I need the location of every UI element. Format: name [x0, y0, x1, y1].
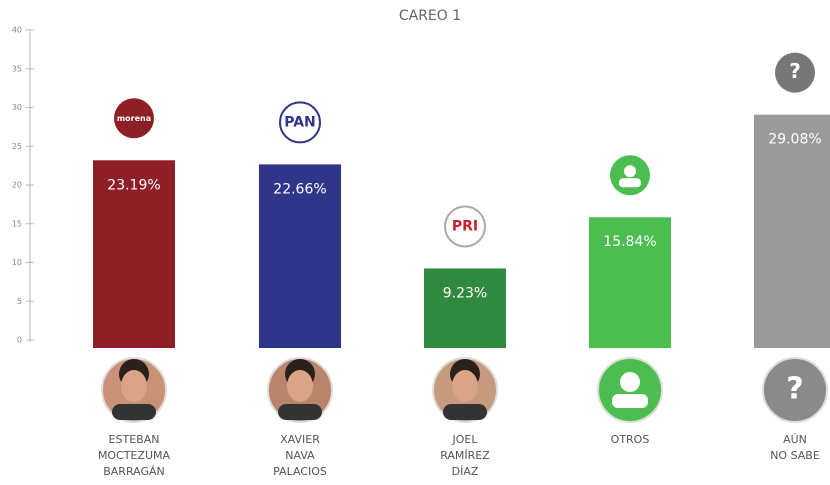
x-tick-label: AÚN [783, 433, 807, 446]
photo-face [452, 370, 478, 402]
value-label: 29.08% [768, 132, 821, 148]
x-tick-label: MOCTEZUMA [98, 449, 171, 462]
party-logo-text: PAN [284, 114, 316, 130]
party-logo [114, 98, 154, 139]
value-label: 9.23% [443, 285, 487, 301]
photo-face [287, 370, 313, 402]
x-tick-label: JOEL [452, 433, 479, 446]
party-logo-text: PRI [452, 218, 478, 234]
x-tick-label: RAMÍREZ [440, 449, 490, 462]
value-label: 22.66% [273, 181, 326, 197]
photo-suit [278, 404, 322, 420]
bar [259, 164, 341, 348]
party-logo-text: morena [117, 114, 151, 123]
y-tick-label: 35 [12, 64, 22, 73]
x-tick-label: OTROS [611, 433, 650, 446]
y-tick-label: 40 [12, 26, 22, 35]
x-tick-label: PALACIOS [273, 465, 327, 478]
y-tick-label: 25 [12, 142, 22, 151]
person-icon [612, 394, 648, 408]
y-tick-label: 5 [17, 297, 22, 306]
x-tick-label: DÍAZ [452, 465, 479, 478]
photo-text: ? [786, 372, 803, 407]
bar [754, 114, 830, 348]
person-icon [620, 372, 640, 392]
chart-title: CAREO 1 [399, 8, 461, 24]
x-tick-label: XAVIER [280, 433, 320, 446]
y-tick-label: 15 [12, 219, 22, 228]
person-icon [619, 178, 641, 188]
value-label: 23.19% [107, 177, 160, 193]
y-tick-label: 20 [12, 181, 22, 190]
party-logo [279, 101, 321, 144]
bar [424, 268, 506, 348]
y-tick-label: 30 [12, 103, 22, 112]
x-tick-label: BARRAGÁN [103, 465, 165, 478]
photo-face [121, 370, 147, 402]
y-tick-label: 0 [17, 336, 22, 345]
photo-suit [443, 404, 487, 420]
bar [93, 160, 175, 348]
photo-suit [112, 404, 156, 420]
value-label: 15.84% [603, 234, 656, 250]
x-tick-label: NO SABE [770, 449, 820, 462]
party-logo-text: ? [789, 59, 801, 83]
y-tick-label: 10 [12, 258, 22, 267]
x-tick-label: NAVA [285, 449, 315, 462]
candidate-photo [762, 357, 828, 423]
x-tick-label: ESTEBAN [109, 433, 160, 446]
person-icon [624, 165, 636, 178]
party-logo [775, 52, 815, 93]
party-logo [444, 205, 486, 248]
bar [589, 217, 671, 348]
